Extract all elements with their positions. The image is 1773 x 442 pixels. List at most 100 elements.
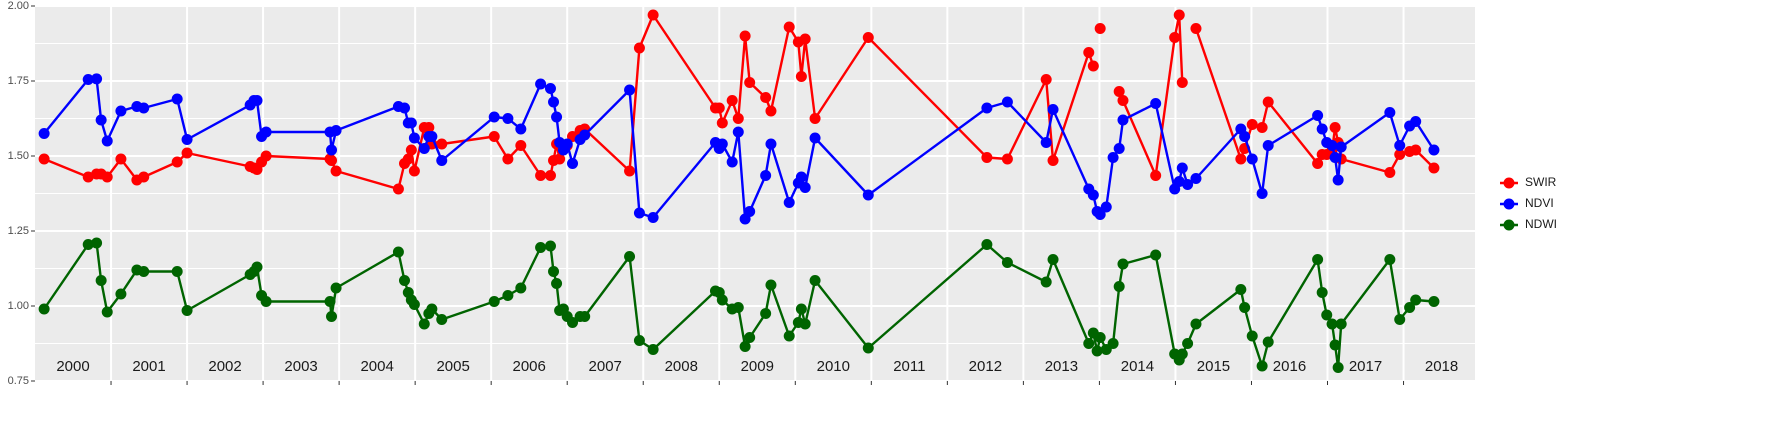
year-label: 2014 <box>1121 358 1154 375</box>
data-point <box>981 239 993 250</box>
data-point <box>1246 330 1258 342</box>
data-point <box>1117 114 1129 126</box>
data-point <box>1083 338 1095 349</box>
data-point <box>862 342 874 354</box>
data-point <box>544 240 556 252</box>
data-point <box>1329 339 1341 351</box>
data-point <box>1410 116 1422 127</box>
data-point <box>551 111 563 123</box>
data-point <box>38 303 50 315</box>
data-point <box>115 153 127 165</box>
data-point <box>1394 140 1406 151</box>
data-point <box>1428 144 1440 156</box>
data-point <box>1256 122 1268 133</box>
data-point <box>171 156 183 168</box>
data-point <box>579 311 591 322</box>
data-point <box>1190 173 1202 184</box>
data-point <box>91 73 103 85</box>
year-label: 2008 <box>665 358 698 375</box>
data-point <box>981 152 993 163</box>
year-label: 2012 <box>969 358 1002 375</box>
data-point <box>115 105 127 117</box>
data-point <box>535 242 547 253</box>
y-tick-label: 0.75 <box>8 375 29 387</box>
data-point <box>783 197 795 208</box>
data-point <box>515 123 527 135</box>
data-point <box>1332 174 1344 186</box>
data-point <box>799 318 811 330</box>
data-point <box>647 9 659 21</box>
data-point <box>95 275 107 286</box>
data-point <box>488 131 500 142</box>
data-point <box>1326 140 1338 151</box>
data-point <box>402 153 414 165</box>
data-point <box>488 296 500 307</box>
data-point <box>1113 143 1125 154</box>
data-point <box>1169 32 1181 43</box>
data-point <box>1182 179 1194 190</box>
data-point <box>1107 338 1119 349</box>
year-label: 2016 <box>1273 358 1306 375</box>
data-point <box>399 275 411 286</box>
data-point <box>1083 47 1095 58</box>
legend-label: SWIR <box>1525 175 1557 189</box>
data-point <box>82 239 94 250</box>
data-point <box>330 165 342 177</box>
data-point <box>1384 107 1396 118</box>
data-point <box>1428 162 1440 174</box>
data-point <box>633 42 645 54</box>
data-point <box>251 95 263 106</box>
data-point <box>324 296 336 307</box>
data-point <box>1312 158 1324 169</box>
data-point <box>408 165 420 177</box>
data-point <box>744 332 756 343</box>
data-point <box>95 114 107 126</box>
year-label: 2003 <box>284 358 317 375</box>
data-point <box>405 117 417 129</box>
data-point <box>436 314 448 325</box>
data-point <box>1262 140 1274 151</box>
data-point <box>1001 153 1013 165</box>
data-point <box>1312 254 1324 265</box>
data-point <box>1235 153 1247 165</box>
data-point <box>1329 152 1341 163</box>
year-label: 2002 <box>208 358 241 375</box>
y-tick-label: 1.25 <box>8 225 29 237</box>
legend-key <box>1503 198 1515 210</box>
data-point <box>115 288 127 300</box>
data-point <box>765 279 777 291</box>
data-point <box>326 311 338 322</box>
data-point <box>567 158 579 169</box>
year-label: 2013 <box>1045 358 1078 375</box>
data-point <box>1316 123 1328 135</box>
y-tick-label: 1.00 <box>8 300 29 312</box>
data-point <box>392 183 404 195</box>
data-point <box>760 92 772 103</box>
data-point <box>1176 162 1188 174</box>
data-point <box>436 138 448 150</box>
data-point <box>1150 170 1162 181</box>
data-point <box>732 126 744 138</box>
data-point <box>181 134 193 145</box>
data-point <box>1190 318 1202 330</box>
data-point <box>426 303 438 315</box>
data-point <box>535 78 547 90</box>
data-point <box>809 275 821 286</box>
data-point <box>101 135 113 147</box>
data-point <box>171 266 183 277</box>
data-point <box>1100 201 1112 213</box>
data-point <box>647 212 659 223</box>
data-point <box>795 303 807 315</box>
data-point <box>91 237 103 249</box>
data-point <box>1182 338 1194 349</box>
data-point <box>554 153 566 165</box>
data-point <box>732 113 744 124</box>
data-point <box>1235 284 1247 295</box>
year-label: 2000 <box>56 358 89 375</box>
data-point <box>1113 86 1125 97</box>
data-point <box>1087 60 1099 72</box>
data-point <box>561 138 573 150</box>
data-point <box>408 132 420 144</box>
data-point <box>82 74 94 85</box>
data-point <box>726 95 738 106</box>
